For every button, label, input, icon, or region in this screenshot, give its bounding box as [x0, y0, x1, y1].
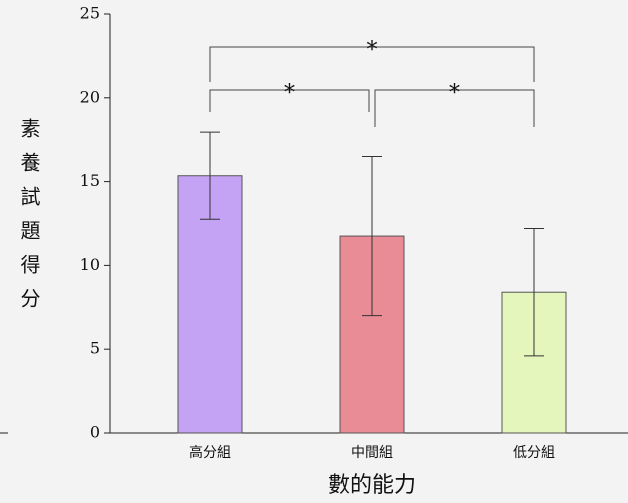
x-axis-label: 數的能力: [328, 473, 416, 498]
x-tick-label: 低分組: [513, 445, 555, 461]
significance-label: *: [449, 81, 460, 106]
x-tick-label: 高分組: [189, 444, 231, 461]
y-tick-label: 5: [90, 339, 100, 358]
y-tick-label: 15: [80, 171, 100, 190]
x-tick-label: 中間組: [351, 445, 393, 461]
y-tick-label: 25: [80, 4, 100, 23]
chart: 數的能力 0 5 10 15 20 25 高分組 中間組 低分組 * * *: [0, 0, 628, 503]
significance-label: *: [367, 38, 378, 63]
significance-label: *: [284, 81, 295, 106]
y-axis-label: 素養試題得分: [18, 118, 44, 322]
page: 數的能力 0510152025高分組中間組低分組*** 素養試題得分 (() =…: [0, 0, 628, 503]
y-tick-label: 10: [80, 255, 100, 274]
y-tick-label: 0: [90, 423, 100, 442]
y-tick-label: 20: [80, 87, 100, 106]
